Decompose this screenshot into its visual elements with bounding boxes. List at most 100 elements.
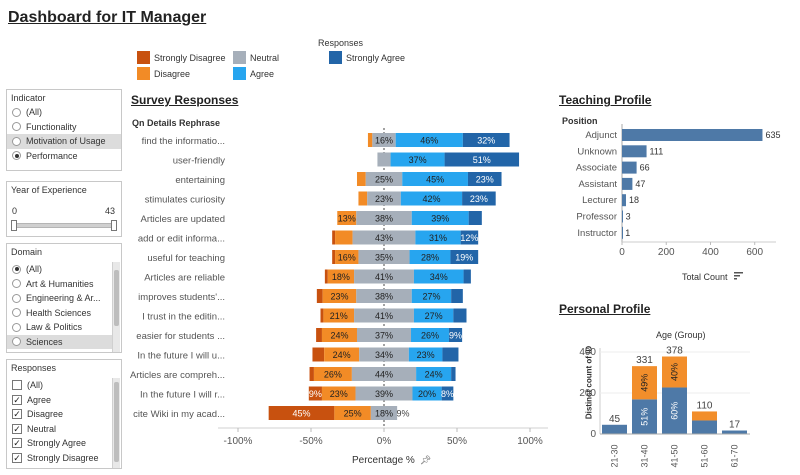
legend-swatch (329, 51, 342, 64)
survey-bar-label: 20% (418, 389, 436, 399)
survey-bar-a (411, 328, 449, 342)
personal-total-label: 45 (609, 414, 621, 425)
domain-scrollbar-thumb[interactable] (114, 270, 119, 326)
legend-title: Responses (318, 38, 364, 48)
responses-option-disagree[interactable]: ✓ Disagree (7, 407, 113, 422)
personal-bar-label: 40% (670, 363, 680, 381)
survey-bar-d (322, 289, 357, 303)
survey-x-tick-label: 100% (517, 436, 543, 447)
survey-bar-sa (442, 347, 459, 362)
indicator-option-functionality[interactable]: Functionality (7, 120, 121, 135)
survey-bar-d (313, 367, 352, 381)
survey-bar-label: 42% (422, 194, 440, 204)
legend-item-neutral[interactable]: Neutral (233, 51, 279, 64)
indicator-option-motivation[interactable]: Motivation of Usage (7, 134, 121, 149)
domain-option-all[interactable]: (All) (7, 262, 113, 277)
domain-option-law[interactable]: Law & Politics (7, 320, 113, 335)
sort-icon[interactable] (733, 272, 743, 282)
survey-bar-sd (312, 347, 325, 362)
survey-row-label: stimulates curiosity (145, 195, 225, 206)
survey-bar-sa (468, 211, 482, 225)
survey-bar-label: 25% (375, 175, 393, 185)
survey-bar-sa (451, 289, 463, 303)
radio-icon (12, 122, 21, 132)
survey-bar-d (324, 347, 360, 362)
teaching-bar-label: 111 (650, 146, 664, 156)
personal-y-tick-label: 400 (579, 347, 596, 358)
survey-bar-label: 18% (332, 272, 350, 282)
survey-bar-label: 24% (333, 350, 351, 360)
teaching-bar-label: 3 (626, 212, 631, 222)
survey-bar-label: 18% (375, 409, 393, 419)
survey-bar-n (356, 289, 412, 303)
responses-option-all[interactable]: (All) (7, 378, 113, 393)
personal-bar-label: 60% (670, 402, 680, 420)
teaching-x-tick-label: 200 (658, 247, 675, 258)
survey-chart: find the informatio... user-friendly enter… (130, 128, 548, 447)
survey-bar-d (321, 386, 356, 401)
legend-item-agree[interactable]: Agree (233, 67, 274, 80)
legend-label: Disagree (154, 68, 191, 79)
option-label: Performance (26, 150, 78, 161)
domain-filter: Domain (All) Art & Humanities Engineerin… (6, 243, 122, 353)
personal-bar-top (662, 356, 687, 388)
option-label: (All) (26, 107, 42, 118)
responses-option-strongly-agree[interactable]: ✓ Strongly Agree (7, 436, 113, 451)
survey-bar-sa (462, 133, 510, 147)
survey-row-label: In the future I will u... (137, 351, 225, 362)
responses-scrollbar-thumb[interactable] (114, 382, 119, 462)
survey-bar-d (327, 269, 355, 284)
survey-bar-d (358, 191, 368, 206)
experience-slider-min-handle[interactable] (11, 220, 17, 231)
survey-x-tick-label: 0% (377, 436, 392, 447)
survey-bar-label: 23% (375, 194, 393, 204)
domain-option-art[interactable]: Art & Humanities (7, 277, 113, 292)
survey-bar-label: 26% (324, 370, 342, 380)
domain-scrollbar[interactable] (112, 262, 120, 352)
legend-item-disagree[interactable]: Disagree (137, 67, 190, 80)
domain-option-engineering[interactable]: Engineering & Ar... (7, 291, 113, 306)
survey-row-label: Articles are reliable (144, 273, 225, 284)
teaching-x-tick-label: 600 (746, 247, 763, 258)
domain-option-health[interactable]: Health Sciences (7, 306, 113, 321)
indicator-filter-title: Indicator (11, 93, 46, 103)
survey-bar-label: 46% (420, 136, 438, 146)
survey-bar-sd (309, 367, 314, 381)
checkbox-icon: ✓ (12, 438, 22, 449)
survey-row-label: find the informatio... (142, 136, 225, 147)
survey-bar-label: 26% (421, 331, 439, 341)
legend-label: Neutral (250, 52, 280, 63)
responses-scrollbar[interactable] (112, 378, 120, 468)
survey-bar-n (367, 191, 401, 206)
survey-bar-label: 28% (421, 253, 439, 263)
responses-filter-title: Responses (11, 363, 57, 373)
survey-bar-label: 19% (455, 253, 473, 263)
survey-bar-label: 45% (426, 175, 444, 185)
survey-bar-sd (308, 386, 322, 401)
indicator-option-all[interactable]: (All) (7, 105, 121, 120)
survey-bar-sd (324, 269, 328, 284)
indicator-filter: Indicator (All) Functionality Motivation… (6, 89, 122, 171)
experience-slider-track[interactable] (13, 223, 115, 228)
survey-bar-label: 41% (375, 272, 393, 282)
checkbox-icon: ✓ (12, 452, 22, 463)
survey-row-label: add or edit informa... (138, 234, 225, 245)
survey-bar-label: 25% (344, 409, 362, 419)
responses-option-neutral[interactable]: ✓ Neutral (7, 422, 113, 437)
survey-bar-a (408, 347, 443, 362)
option-label: Engineering & Ar... (26, 293, 101, 304)
legend-item-strongly-agree[interactable]: Strongly Agree (329, 51, 405, 64)
teaching-row-label: Adjunct (585, 130, 617, 141)
domain-option-sciences[interactable]: Sciences (7, 334, 113, 349)
survey-bar-a (409, 250, 451, 264)
radio-icon (12, 337, 21, 347)
survey-bar-sa (448, 328, 463, 342)
legend-item-strongly-disagree[interactable]: Strongly Disagree (137, 51, 226, 64)
responses-option-strongly-disagree[interactable]: ✓ Strongly Disagree (7, 451, 113, 466)
pin-icon[interactable]: 📌︎ (419, 455, 432, 465)
indicator-option-performance[interactable]: Performance (7, 149, 121, 164)
survey-bar-label: 23% (417, 350, 435, 360)
responses-option-agree[interactable]: ✓ Agree (7, 393, 113, 408)
experience-slider-max-handle[interactable] (111, 220, 117, 231)
page-title: Dashboard for IT Manager (8, 9, 207, 26)
